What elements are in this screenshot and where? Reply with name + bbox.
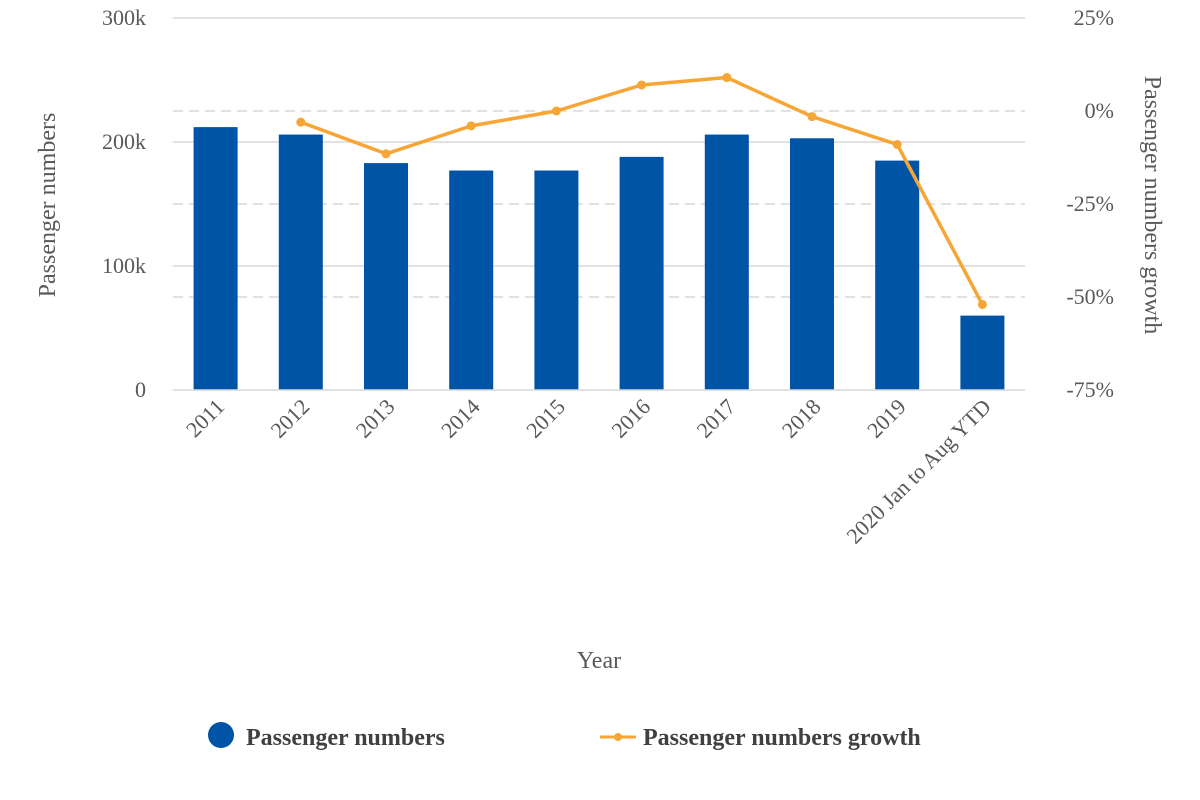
x-tick-label: 2019 xyxy=(862,394,911,443)
legend-label-passenger-numbers: Passenger numbers xyxy=(246,725,445,751)
x-tick-label: 2012 xyxy=(266,394,315,443)
growth-point xyxy=(296,117,306,127)
legend: Passenger numbers Passenger numbers grow… xyxy=(208,722,921,751)
y-right-tick-label: 0% xyxy=(1085,98,1114,123)
legend-bar-swatch xyxy=(208,722,234,748)
x-tick-label: 2014 xyxy=(436,394,485,443)
growth-point xyxy=(722,73,732,83)
y-left-tick-label: 200k xyxy=(102,129,146,154)
growth-point xyxy=(637,80,647,90)
legend-label-passenger-numbers-growth: Passenger numbers growth xyxy=(643,725,921,751)
legend-line-marker xyxy=(614,733,622,741)
bar xyxy=(193,127,238,391)
bar xyxy=(790,138,834,390)
y-axis-left-title: Passenger numbers xyxy=(35,113,61,298)
growth-point xyxy=(381,149,391,159)
bar xyxy=(364,163,408,390)
bar-series xyxy=(193,127,1005,391)
growth-point xyxy=(977,299,987,309)
y-left-tick-label: 300k xyxy=(102,5,146,30)
growth-point xyxy=(892,139,902,149)
x-tick-label: 2011 xyxy=(181,394,229,442)
growth-point xyxy=(466,121,476,131)
axes: 0 100k 200k 300k 25% 0% -25% -50% -75% 2011 2012 20… xyxy=(102,5,1114,548)
growth-point xyxy=(807,112,817,122)
bar xyxy=(449,170,494,390)
x-axis-title: Year xyxy=(577,648,621,674)
bar xyxy=(704,134,749,390)
bar xyxy=(278,134,323,390)
y-right-tick-label: -25% xyxy=(1066,191,1114,216)
y-left-tick-label: 100k xyxy=(102,253,146,278)
x-tick-label: 2020 Jan to Aug YTD xyxy=(841,394,996,549)
x-tick-label: 2018 xyxy=(777,394,826,443)
x-tick-label: 2016 xyxy=(606,394,655,443)
bar xyxy=(875,160,920,390)
y-axis-right-title: Passenger numbers growth xyxy=(1139,76,1165,335)
bar xyxy=(534,170,579,390)
line-series xyxy=(296,73,987,309)
x-tick-label: 2015 xyxy=(521,394,570,443)
y-right-tick-label: -50% xyxy=(1066,284,1114,309)
y-right-tick-label: -75% xyxy=(1066,377,1114,402)
bar xyxy=(960,315,1005,390)
y-left-tick-label: 0 xyxy=(135,377,146,402)
growth-point xyxy=(551,106,561,116)
x-tick-label: 2017 xyxy=(692,394,741,443)
x-tick-label: 2013 xyxy=(351,394,400,443)
bar xyxy=(619,156,664,390)
y-right-tick-label: 25% xyxy=(1074,5,1114,30)
